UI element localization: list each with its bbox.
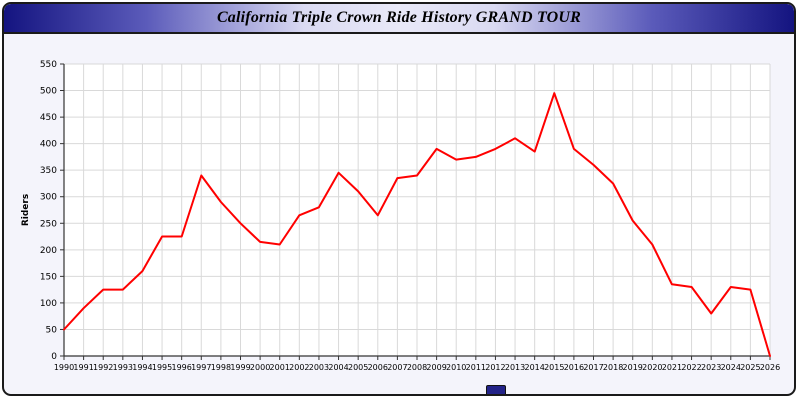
y-tick-label: 450 bbox=[40, 113, 57, 123]
y-tick-label: 550 bbox=[40, 60, 57, 70]
y-axis-label: Riders bbox=[21, 194, 31, 226]
x-tick-label: 2021 bbox=[662, 363, 682, 372]
chart-container: 0 50 100 150 200 250 300 350 400 450 500 550 1990 199… bbox=[16, 50, 788, 390]
x-tick-label: 2006 bbox=[368, 363, 388, 372]
y-tick-label: 150 bbox=[40, 272, 57, 282]
y-tick-label: 0 bbox=[51, 352, 57, 362]
x-tick-label: 1998 bbox=[211, 363, 231, 372]
y-tick-label: 300 bbox=[40, 193, 57, 203]
x-tick-label: 1992 bbox=[93, 363, 113, 372]
x-tick-label: 1994 bbox=[132, 363, 152, 372]
y-tick-label: 350 bbox=[40, 166, 57, 176]
x-tick-label: 2022 bbox=[681, 363, 701, 372]
x-tick-label: 2013 bbox=[505, 363, 525, 372]
app-window: California Triple Crown Ride History GRA… bbox=[2, 2, 796, 396]
x-tick-label: 2012 bbox=[485, 363, 505, 372]
y-tick-label: 200 bbox=[40, 246, 57, 256]
x-tick-label: 2003 bbox=[309, 363, 329, 372]
x-tick-label: 2002 bbox=[289, 363, 309, 372]
x-tick-label: 1999 bbox=[230, 363, 250, 372]
x-tick-label: 1991 bbox=[73, 363, 93, 372]
x-tick-label: 2018 bbox=[603, 363, 623, 372]
x-tick-label: 2024 bbox=[721, 363, 741, 372]
x-tick-label: 2023 bbox=[701, 363, 721, 372]
x-tick-label: 2019 bbox=[623, 363, 643, 372]
x-tick-label: 1993 bbox=[113, 363, 133, 372]
riders-series-line bbox=[63, 92, 771, 357]
x-tick-label: 2015 bbox=[544, 363, 564, 372]
x-tick-label: 2008 bbox=[407, 363, 427, 372]
y-tick-label: 100 bbox=[40, 299, 57, 309]
x-tick-label: 2014 bbox=[524, 363, 544, 372]
x-tick-label: 1996 bbox=[171, 363, 191, 372]
x-tick-label: 1997 bbox=[191, 363, 211, 372]
x-tick-label: 1995 bbox=[152, 363, 172, 372]
bottom-tab-decoration bbox=[486, 385, 506, 394]
x-tick-label: 2026 bbox=[760, 363, 780, 372]
y-tick-label: 500 bbox=[40, 87, 57, 97]
x-tick-label: 2020 bbox=[642, 363, 662, 372]
page-title: California Triple Crown Ride History GRA… bbox=[216, 9, 582, 26]
x-tick-label: 1990 bbox=[54, 363, 74, 372]
y-tick-label: 400 bbox=[40, 140, 57, 150]
x-tick-label: 2010 bbox=[446, 363, 466, 372]
x-tick-label: 2025 bbox=[740, 363, 760, 372]
x-tick-label: 2017 bbox=[583, 363, 603, 372]
x-tick-label: 2001 bbox=[270, 363, 290, 372]
y-tick-label: 50 bbox=[46, 325, 58, 335]
x-tick-label: 2007 bbox=[387, 363, 407, 372]
x-tick-label: 2000 bbox=[250, 363, 270, 372]
x-tick-label: 2009 bbox=[426, 363, 446, 372]
x-tick-label: 2016 bbox=[564, 363, 584, 372]
y-tick-label: 250 bbox=[40, 219, 57, 229]
x-tick-label: 2004 bbox=[328, 363, 348, 372]
x-tick-label: 2005 bbox=[348, 363, 368, 372]
x-tick-label: 2011 bbox=[466, 363, 486, 372]
title-bar: California Triple Crown Ride History GRA… bbox=[4, 4, 794, 34]
